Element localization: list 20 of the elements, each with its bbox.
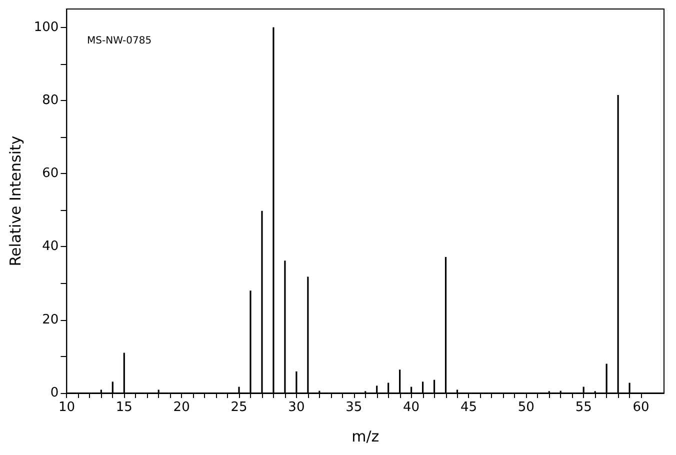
y-tick-label: 0 <box>50 386 59 400</box>
y-axis-title: Relative Intensity <box>6 136 24 266</box>
x-tick-label: 10 <box>58 400 75 415</box>
x-axis-title: m/z <box>352 428 380 446</box>
y-tick-label: 80 <box>42 92 59 108</box>
y-tick-label: 40 <box>42 239 59 254</box>
x-tick-label: 45 <box>460 400 478 415</box>
x-tick-label: 20 <box>173 400 190 415</box>
x-tick-label: 25 <box>230 400 248 415</box>
x-tick-label: 40 <box>403 400 420 415</box>
y-tick-label: 20 <box>42 312 59 328</box>
x-tick-label: 15 <box>116 400 132 415</box>
x-tick-label: 35 <box>346 400 362 415</box>
y-tick-label: 60 <box>42 166 59 182</box>
y-tick-label: 100 <box>34 20 59 35</box>
annotation: MS-NW-0785 <box>87 36 152 46</box>
x-tick-label: 30 <box>288 400 305 415</box>
x-tick-label: 50 <box>518 400 534 415</box>
x-tick-label: 60 <box>632 400 650 415</box>
x-tick-label: 55 <box>575 400 592 415</box>
